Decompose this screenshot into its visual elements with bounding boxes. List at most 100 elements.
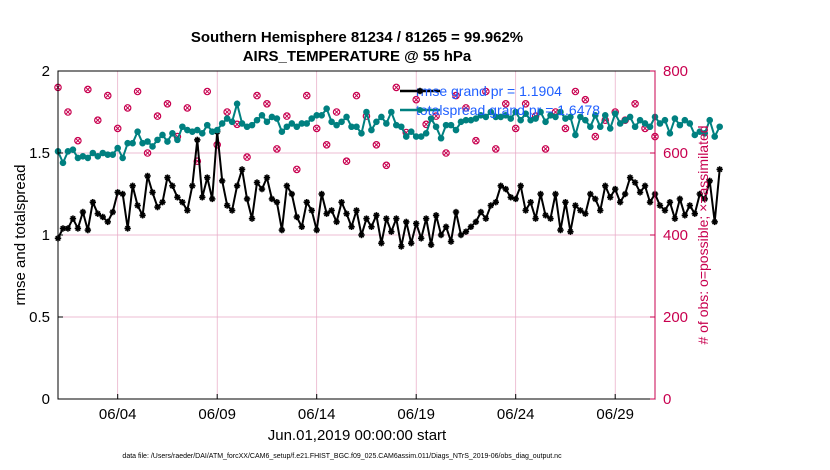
totalspread-point bbox=[542, 118, 549, 126]
totalspread-point bbox=[223, 115, 231, 122]
rmse-point bbox=[278, 226, 286, 234]
rmse-marker bbox=[458, 232, 464, 238]
rmse-marker bbox=[542, 212, 549, 219]
totalspread-point bbox=[164, 138, 171, 145]
totalspread-point bbox=[363, 108, 370, 116]
totalspread-point bbox=[323, 105, 330, 113]
rmse-marker bbox=[378, 240, 385, 247]
obs-possible-marker bbox=[133, 87, 142, 96]
obs-point bbox=[263, 100, 271, 108]
obs-assimilated-marker bbox=[582, 97, 588, 103]
rmse-marker bbox=[308, 207, 315, 214]
rmse-point bbox=[706, 177, 713, 185]
rmse-marker bbox=[662, 207, 668, 214]
rmse-marker bbox=[632, 179, 638, 186]
rmse-point bbox=[89, 199, 97, 206]
totalspread-point bbox=[592, 111, 599, 119]
totalspread-point bbox=[228, 118, 236, 126]
legend: rmse grand pr = 1.1904 totalspread grand… bbox=[400, 83, 600, 118]
rmse-marker bbox=[468, 223, 474, 230]
rmse-point bbox=[413, 220, 420, 227]
rmse-marker bbox=[522, 207, 529, 214]
rmse-point bbox=[174, 194, 181, 201]
rmse-point bbox=[333, 218, 340, 226]
rmse-point bbox=[542, 212, 549, 219]
rmse-marker bbox=[403, 219, 410, 225]
rmse-marker bbox=[597, 207, 604, 214]
rmse-point bbox=[522, 207, 529, 214]
rmse-point bbox=[179, 199, 186, 206]
totalspread-point bbox=[522, 110, 529, 117]
rmse-marker bbox=[343, 210, 350, 217]
rmse-point bbox=[204, 174, 211, 181]
obs-point bbox=[462, 104, 470, 112]
rmse-marker bbox=[428, 242, 434, 248]
totalspread-point bbox=[283, 123, 291, 131]
rmse-marker bbox=[199, 194, 206, 201]
obs-possible-marker bbox=[283, 112, 291, 120]
legend-rmse-star bbox=[417, 88, 423, 94]
rmse-point bbox=[383, 215, 390, 222]
obs-assimilated-marker bbox=[343, 158, 350, 164]
rmse-point bbox=[104, 218, 111, 226]
totalspread-point bbox=[626, 113, 634, 121]
rmse-marker bbox=[124, 225, 131, 232]
rmse-point bbox=[393, 215, 400, 222]
rmse-point bbox=[612, 185, 619, 193]
obs-possible-marker bbox=[631, 100, 639, 108]
rmse-point bbox=[696, 190, 703, 198]
obs-possible-marker bbox=[84, 85, 92, 94]
rmse-point bbox=[114, 189, 121, 196]
totalspread-point bbox=[288, 120, 296, 127]
obs-possible-marker bbox=[521, 100, 530, 108]
totalspread-point bbox=[248, 121, 256, 129]
rmse-marker bbox=[293, 214, 300, 220]
obs-point bbox=[322, 141, 331, 149]
rmse-marker bbox=[607, 194, 614, 201]
totalspread-point bbox=[427, 115, 435, 122]
rmse-marker bbox=[149, 189, 156, 196]
rmse-marker bbox=[338, 199, 345, 206]
totalspread-point bbox=[383, 120, 390, 127]
rmse-point bbox=[403, 218, 410, 226]
rmse-marker bbox=[617, 199, 623, 206]
obs-possible-marker bbox=[462, 104, 470, 112]
rmse-point bbox=[681, 212, 689, 219]
totalspread-point bbox=[577, 113, 584, 121]
totalspread-point bbox=[174, 136, 181, 144]
rmse-point bbox=[597, 207, 604, 214]
x-tick-label: 06/29 bbox=[596, 406, 634, 423]
rmse-point bbox=[323, 210, 330, 217]
obs-point bbox=[133, 87, 142, 96]
line-series bbox=[54, 99, 723, 250]
rmse-marker bbox=[239, 166, 245, 173]
rmse-point bbox=[169, 182, 176, 189]
totalspread-point bbox=[159, 131, 166, 139]
obs-possible-marker bbox=[442, 149, 450, 157]
totalspread-point bbox=[69, 146, 77, 154]
rmse-point bbox=[487, 202, 495, 209]
rmse-marker bbox=[94, 210, 101, 217]
rmse-point bbox=[318, 190, 325, 198]
rmse-point bbox=[641, 182, 649, 189]
rmse-point bbox=[84, 226, 92, 234]
rmse-marker bbox=[637, 189, 643, 196]
rmse-point bbox=[527, 199, 534, 206]
rmse-marker bbox=[313, 227, 320, 233]
obs-possible-marker bbox=[342, 157, 351, 166]
rmse-marker bbox=[229, 207, 235, 214]
rmse-point bbox=[497, 182, 504, 189]
obs-possible-marker bbox=[273, 145, 281, 153]
obs-point bbox=[491, 145, 500, 153]
obs-point bbox=[482, 87, 490, 96]
rmse-marker bbox=[119, 191, 126, 197]
x-tick-label: 06/09 bbox=[198, 406, 236, 423]
rmse-point bbox=[422, 215, 430, 222]
totalspread-point bbox=[686, 120, 694, 127]
totalspread-point bbox=[596, 123, 604, 131]
totalspread-point bbox=[149, 143, 156, 150]
rmse-point bbox=[363, 215, 370, 222]
rmse-marker bbox=[716, 166, 723, 173]
rmse-point bbox=[353, 207, 360, 214]
legend-rmse-marker bbox=[416, 87, 424, 95]
